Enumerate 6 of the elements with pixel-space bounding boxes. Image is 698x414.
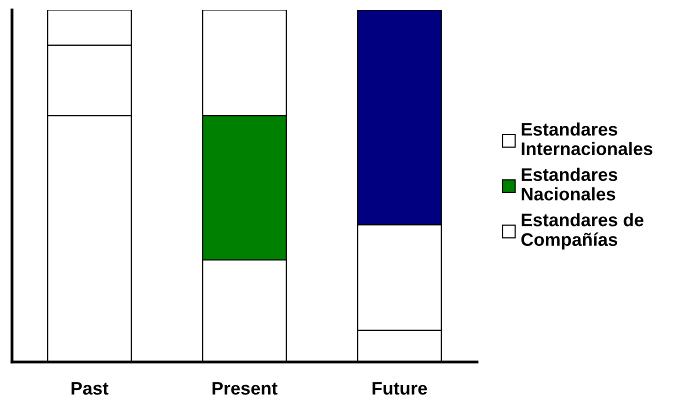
legend-label: Estandares Internacionales	[522, 122, 652, 156]
x-tick-label: Future	[372, 382, 427, 395]
legend-label: Estandares de Compañías	[521, 213, 644, 250]
x-tick-label: Present	[212, 382, 278, 395]
legend-label: Estandares Nacionales	[522, 168, 618, 200]
x-tick-label: Past	[72, 382, 108, 395]
